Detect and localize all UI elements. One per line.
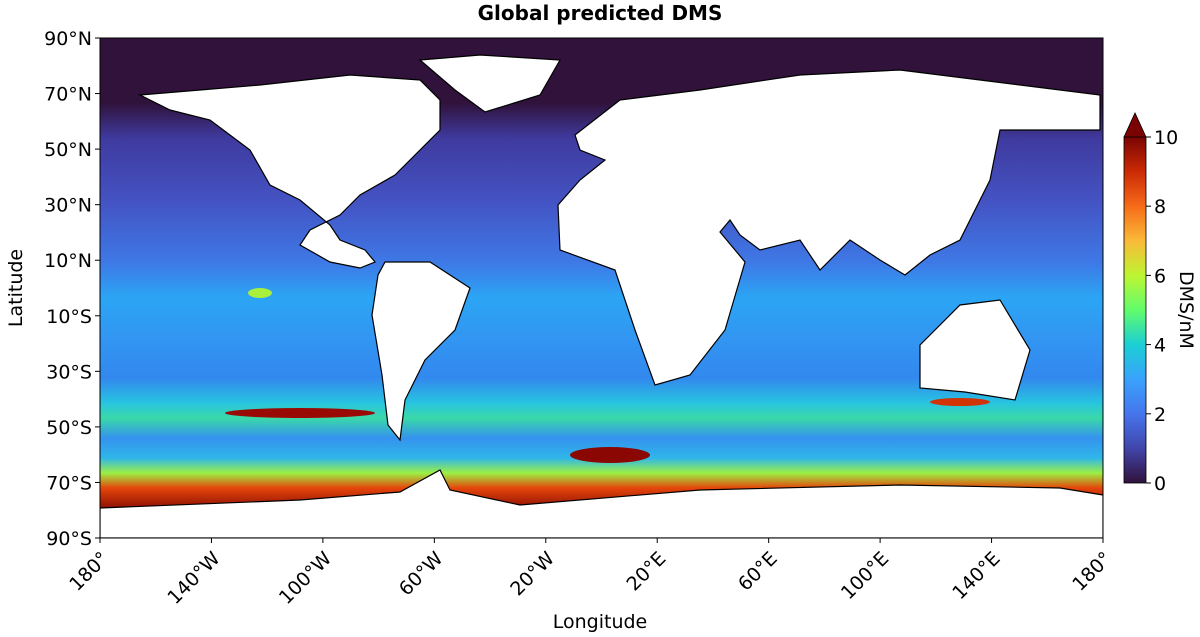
y-tick-label: 50°N [44, 139, 92, 161]
south-america [371, 261, 471, 442]
y-tick-label: 90°S [46, 528, 92, 550]
colorbar-tick-label: 6 [1154, 265, 1166, 287]
colorbar-tick-label: 0 [1154, 473, 1166, 495]
high-patch [570, 447, 650, 463]
colorbar-tick-label: 2 [1154, 404, 1166, 426]
colorbar-tick-label: 4 [1154, 335, 1166, 357]
y-tick-label: 50°S [46, 417, 92, 439]
y-tick-label: 70°N [44, 84, 92, 106]
high-patch [248, 288, 272, 298]
colorbar-tick-label: 8 [1154, 196, 1166, 218]
x-tick-label: 20°W [506, 547, 559, 600]
x-tick-label: 100°E [837, 548, 893, 604]
x-tick-label: 100°W [275, 547, 336, 608]
antarctica [100, 469, 1103, 538]
x-tick-label: 180° [1068, 548, 1116, 596]
y-tick-label: 30°S [46, 361, 92, 383]
x-tick-label: 60°E [734, 548, 782, 596]
x-tick-label: 140°E [948, 548, 1004, 604]
y-axis-label: Latitude [5, 249, 27, 327]
colorbar-label: DMS/nM [1175, 271, 1197, 349]
x-tick-label: 20°E [623, 548, 671, 596]
high-patch [225, 408, 375, 418]
colorbar-tick-label: 10 [1154, 127, 1178, 149]
y-tick-label: 10°N [44, 250, 92, 272]
x-tick-label: 180° [65, 548, 113, 596]
y-tick-label: 90°N [44, 28, 92, 50]
plot-frame [99, 37, 1104, 539]
colorbar-extend [1123, 112, 1147, 138]
x-axis-label: Longitude [553, 611, 648, 633]
x-tick-label: 140°W [163, 547, 224, 608]
australia [919, 299, 1031, 401]
high-patch [930, 398, 990, 406]
map-area [100, 38, 1103, 538]
y-tick-label: 10°S [46, 306, 92, 328]
chart-title: Global predicted DMS [478, 1, 723, 25]
north-america [137, 74, 441, 269]
greenland [418, 54, 561, 113]
eurasia-africa [557, 69, 1101, 386]
colorbar [1123, 136, 1147, 484]
x-tick-label: 60°W [395, 547, 448, 600]
y-tick-label: 70°S [46, 472, 92, 494]
y-tick-label: 30°N [44, 195, 92, 217]
